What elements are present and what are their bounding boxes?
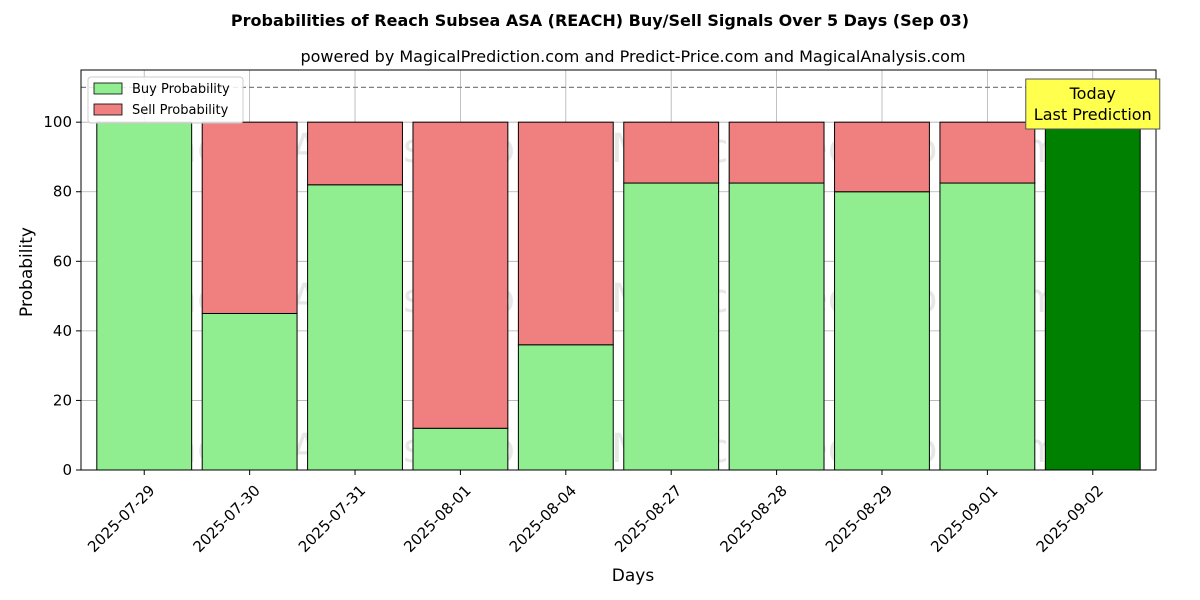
plot-frame [80,69,1157,471]
legend-swatch [93,82,123,95]
sell-bar [939,121,1036,184]
buy-bar [1044,121,1141,471]
x-tick-label: 2025-08-29 [822,482,896,556]
sell-bar [307,121,403,186]
x-axis-label: Days [612,566,655,586]
x-tick-label: 2025-07-31 [295,482,369,556]
buy-bar [728,182,825,471]
legend-label: Sell Probability [132,103,229,118]
x-tick-label: 2025-09-01 [927,482,1001,556]
sell-bar [728,121,825,184]
y-axis-label: Probability [17,227,37,317]
sell-bar [623,121,720,184]
x-tick-label: 2025-08-04 [506,482,580,556]
bars [96,121,1141,471]
x-tick-label: 2025-09-02 [1033,482,1107,556]
buy-bar [517,344,614,471]
y-tick-label: 0 [62,461,72,479]
today-box-background [1025,78,1161,130]
y-tick-label: 40 [53,322,72,340]
sell-bar [412,121,509,429]
buy-bar [623,182,720,471]
legend-swatch [93,103,123,116]
chart-subtitle: powered by MagicalPrediction.com and Pre… [300,47,965,66]
legend: Buy Probability Sell Probability [87,76,244,124]
today-annotation: Today Last Prediction [1025,78,1161,130]
x-tick-label: 2025-08-28 [716,482,790,556]
x-tick-label: 2025-07-29 [84,482,158,556]
buy-bar [834,191,930,471]
x-tick-label: 2025-08-01 [400,482,474,556]
chart-title: Probabilities of Reach Subsea ASA (REACH… [231,11,969,30]
sell-bar [201,121,298,314]
y-tick-label: 80 [53,183,72,201]
buy-bar [96,121,193,471]
buy-bar [307,184,403,471]
today-label: Today [1069,84,1116,103]
y-tick-label: 100 [43,113,72,131]
sell-bar [834,121,930,193]
buy-bar [201,312,298,471]
y-tick-label: 20 [53,391,72,409]
last-prediction-label: Last Prediction [1034,105,1152,124]
buy-bar [412,427,509,471]
buy-bar [939,182,1036,471]
legend-frame [87,76,244,124]
x-tick-label: 2025-07-30 [190,482,264,556]
sell-bar [517,121,614,346]
y-tick-label: 60 [53,252,72,270]
legend-label: Buy Probability [132,82,230,97]
x-tick-label: 2025-08-27 [611,482,685,556]
